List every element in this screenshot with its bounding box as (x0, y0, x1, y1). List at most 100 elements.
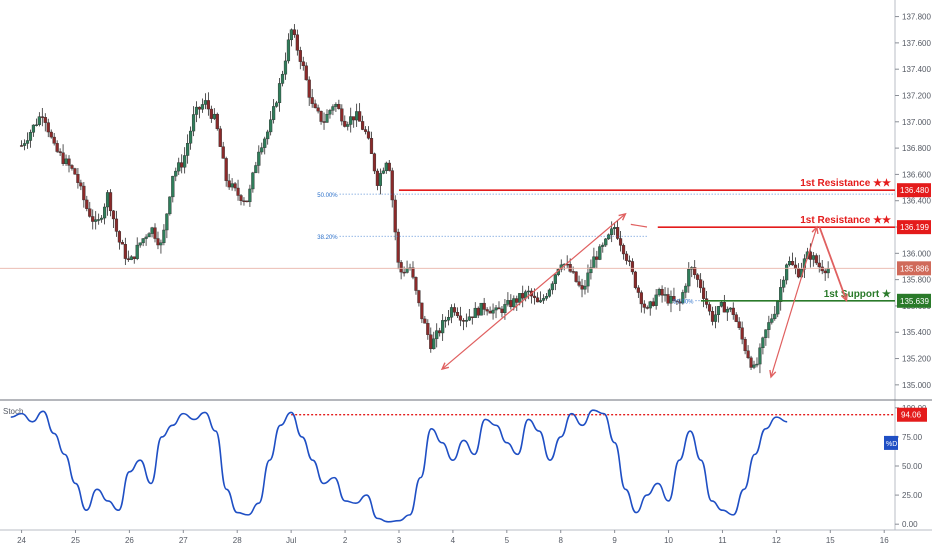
candle-body (91, 216, 95, 222)
fib-levels: 50.00% 38.20% 50.00% (317, 193, 895, 306)
candle-body (120, 242, 124, 245)
candle-body (227, 180, 231, 188)
price-tick-label: 135.000 (902, 381, 931, 390)
candle-body (672, 296, 676, 301)
candle-body (770, 318, 774, 323)
candle-body (186, 143, 190, 156)
candle-body (438, 330, 442, 334)
candle-body (286, 39, 291, 62)
time-tick-label: 11 (718, 536, 727, 545)
candle-body (123, 244, 127, 259)
candle-body (494, 307, 498, 311)
candle-body (180, 162, 184, 168)
candle-body (417, 290, 421, 304)
candle-body (328, 110, 332, 115)
candle-body (79, 182, 83, 187)
candle-body (669, 296, 673, 304)
candle-body (375, 170, 380, 186)
candle-body (37, 116, 41, 125)
osc-current-badge (884, 435, 898, 450)
candle-body (583, 285, 587, 290)
candle-body (138, 242, 142, 246)
candle-body (378, 173, 382, 186)
candle-body (607, 234, 611, 240)
candle-body (734, 314, 738, 322)
candle-body (197, 106, 202, 110)
candle-body (790, 261, 795, 266)
candle-body (535, 297, 540, 303)
candle-body (40, 116, 44, 118)
candle-body (773, 313, 777, 319)
candle-body (274, 102, 279, 107)
candle-body (461, 320, 466, 322)
time-tick-label: 9 (612, 536, 617, 545)
candle-body (177, 162, 181, 172)
candle-body (470, 316, 474, 318)
candles (19, 24, 830, 374)
candle-body (458, 315, 463, 321)
candle-body (707, 304, 712, 312)
candle-body (76, 174, 80, 183)
fib-level-label: 50.00% (673, 300, 694, 306)
candle-body (156, 238, 160, 246)
time-tick-label: 5 (505, 536, 510, 545)
time-tick-label: 26 (125, 536, 134, 545)
candle-body (22, 143, 27, 146)
time-tick-label: 12 (772, 536, 781, 545)
candle-body (699, 279, 703, 289)
candle-body (446, 317, 451, 321)
projection-leg (770, 226, 818, 378)
candle-body (97, 219, 101, 221)
candle-body (518, 293, 522, 303)
candle-body (269, 119, 273, 133)
candle-body (366, 131, 371, 139)
candle-body (70, 165, 74, 169)
candle-body (34, 124, 38, 126)
time-tick-label: 3 (397, 536, 402, 545)
candle-body (52, 136, 56, 144)
projection-leg (441, 213, 626, 370)
candle-body (358, 111, 362, 122)
price-axis: 135.000135.200135.400135.600135.800136.0… (895, 13, 931, 390)
candle-body (455, 312, 460, 317)
candle-body (236, 187, 240, 196)
osc-tick-label: 75.00 (902, 433, 923, 442)
candle-body (153, 227, 157, 239)
candle-body (467, 316, 471, 321)
candle-body (168, 196, 172, 215)
candle-body (298, 50, 302, 62)
time-tick-label: 27 (179, 536, 188, 545)
candle-body (141, 238, 145, 244)
candle-body (159, 242, 163, 246)
projection-arrows (440, 212, 848, 379)
candle-body (363, 129, 368, 132)
candle-body (82, 185, 86, 201)
candle-body (260, 147, 264, 153)
candle-body (337, 104, 341, 109)
candle-body (31, 124, 36, 133)
levels: 135.886 1st Resistance ★★ 136.480 1st Resis… (0, 178, 931, 308)
candle-body (25, 140, 30, 144)
candle-body (547, 289, 552, 297)
candle-body (681, 292, 685, 304)
candle-body (636, 287, 640, 293)
candle-body (793, 264, 798, 269)
candle-body (491, 309, 495, 314)
projection-arrowhead (618, 212, 627, 221)
candle-body (242, 200, 246, 203)
candle-body (313, 103, 317, 108)
candle-body (553, 274, 557, 284)
candle-body (272, 106, 276, 120)
candle-body (117, 231, 122, 243)
level-price-label: 136.480 (900, 186, 929, 195)
candle-body (387, 162, 391, 171)
time-tick-label: 8 (558, 536, 563, 545)
time-tick-label: 4 (451, 536, 456, 545)
candle-body (147, 233, 151, 238)
candle-body (441, 320, 445, 334)
candle-body (102, 206, 107, 219)
candle-body (782, 279, 786, 288)
candle-body (473, 307, 477, 318)
candle-body (452, 307, 457, 313)
level-label: 1st Support ★ (824, 289, 891, 300)
